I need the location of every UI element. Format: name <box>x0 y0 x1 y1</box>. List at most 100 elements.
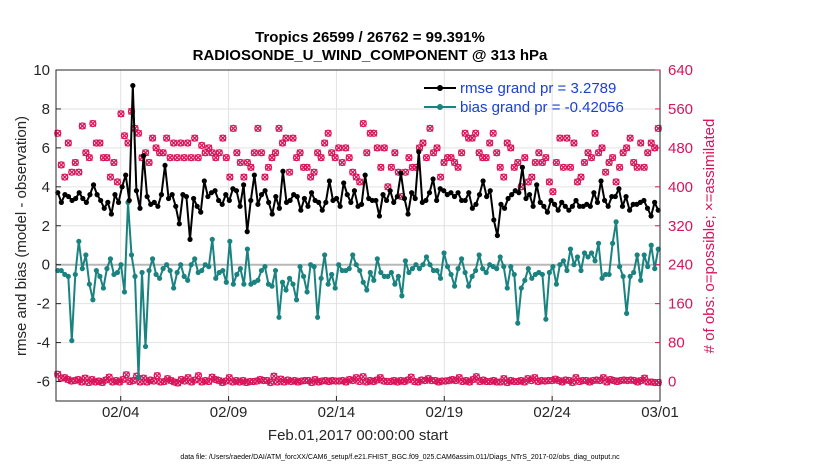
bias-point <box>504 285 510 291</box>
bias-point <box>617 264 623 270</box>
legend-bias-marker <box>437 104 443 110</box>
obs-possible-marker <box>390 376 398 385</box>
bias-point <box>427 262 433 268</box>
rmse-point <box>262 188 268 194</box>
obs-assimilated-marker <box>311 376 319 384</box>
rmse-point <box>241 182 247 188</box>
rmse-point <box>494 232 500 239</box>
obs-assimilated-marker <box>143 378 151 386</box>
rmse-point <box>551 201 558 207</box>
rmse-point <box>373 197 379 204</box>
obs-assimilated-marker <box>602 168 610 176</box>
obs-possible-marker <box>538 158 547 167</box>
obs-possible-marker <box>292 153 301 162</box>
obs-possible-marker <box>461 129 469 137</box>
obs-possible-marker <box>587 153 596 162</box>
rmse-point <box>105 199 111 205</box>
bias-point <box>518 285 524 291</box>
obs-assimilated-marker <box>535 149 543 157</box>
y-right-tick-label: 400 <box>668 179 693 196</box>
bias-point <box>574 254 581 260</box>
obs-possible-marker <box>68 168 76 176</box>
rmse-point <box>337 203 343 209</box>
rmse-point <box>587 203 593 209</box>
obs-possible-marker <box>637 139 645 147</box>
rmse-point <box>609 193 615 200</box>
bias-point <box>100 285 107 291</box>
footnote: data file: /Users/raeder/DAI/ATM_forcXX/… <box>180 454 620 461</box>
bias-point <box>223 279 229 285</box>
obs-assimilated-marker <box>342 378 350 386</box>
obs-assimilated-marker <box>531 159 539 166</box>
obs-assimilated-marker <box>493 149 501 157</box>
obs-possible-marker <box>338 376 347 385</box>
obs-possible-marker <box>640 163 648 172</box>
obs-possible-marker <box>654 124 662 133</box>
rmse-point <box>115 199 122 205</box>
rmse-point <box>173 203 179 209</box>
obs-assimilated-marker <box>229 124 237 132</box>
rmse-point <box>287 197 293 204</box>
bias-point <box>76 238 82 244</box>
obs-assimilated-marker <box>113 178 121 186</box>
obs-possible-marker <box>134 129 143 137</box>
obs-possible-marker <box>489 376 498 385</box>
obs-possible-marker <box>64 375 72 384</box>
rmse-point <box>441 188 447 194</box>
obs-possible-marker <box>493 149 501 157</box>
obs-assimilated-marker <box>616 163 624 171</box>
obs-assimilated-marker <box>261 173 269 181</box>
rmse-point <box>369 197 375 204</box>
obs-possible-marker <box>514 158 522 167</box>
rmse-point <box>430 176 436 182</box>
obs-assimilated-marker <box>78 122 86 130</box>
obs-assimilated-marker <box>270 372 278 380</box>
obs-assimilated-marker <box>57 161 65 169</box>
bias-point <box>160 266 166 272</box>
obs-possible-marker <box>585 378 594 386</box>
rmse-point <box>255 201 261 207</box>
bias-point <box>181 273 187 279</box>
obs-possible-marker <box>177 139 185 147</box>
obs-possible-marker <box>549 188 557 196</box>
bias-point <box>652 266 658 272</box>
obs-possible-marker <box>462 376 470 385</box>
obs-possible-marker <box>568 378 577 387</box>
obs-possible-marker <box>226 173 234 181</box>
obs-possible-marker <box>317 153 325 162</box>
rmse-point <box>151 199 157 205</box>
obs-possible-marker <box>184 373 192 382</box>
rmse-point <box>358 201 365 207</box>
obs-assimilated-marker <box>116 378 123 386</box>
bias-point <box>255 277 261 283</box>
obs-assimilated-marker <box>598 144 606 152</box>
obs-possible-marker <box>630 158 638 167</box>
bias-point <box>346 266 352 272</box>
obs-possible-marker <box>270 372 278 380</box>
rmse-point <box>376 213 383 219</box>
rmse-point <box>455 190 461 196</box>
obs-assimilated-marker <box>472 129 480 137</box>
bias-point <box>293 297 300 303</box>
rmse-point <box>362 172 368 178</box>
obs-possible-marker <box>112 376 120 385</box>
bias-point <box>585 254 591 260</box>
rmse-point <box>423 197 429 204</box>
rmse-point <box>94 192 100 198</box>
rmse-point <box>398 170 404 176</box>
bias-point <box>156 275 163 281</box>
bias-point <box>567 246 574 252</box>
rmse-point <box>462 197 468 204</box>
obs-possible-marker <box>219 134 227 142</box>
bias-point <box>543 316 549 322</box>
obs-possible-marker <box>566 163 575 172</box>
obs-possible-marker <box>555 376 563 385</box>
bias-point <box>69 338 75 344</box>
bias-point <box>315 314 321 320</box>
obs-assimilated-marker <box>89 120 97 128</box>
rmse-point <box>112 192 118 198</box>
bias-point <box>501 264 507 270</box>
obs-possible-marker <box>489 129 497 137</box>
obs-assimilated-marker <box>75 168 83 176</box>
